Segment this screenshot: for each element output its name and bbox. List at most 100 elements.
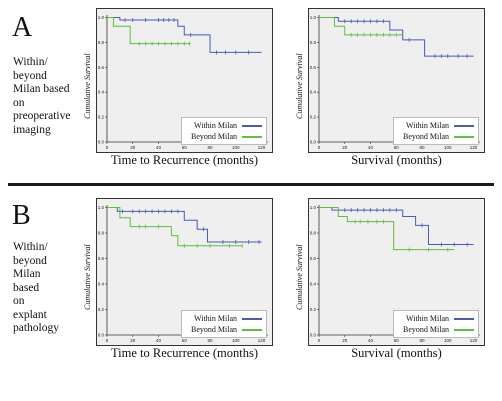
- survival-curve-beyond: [319, 16, 403, 36]
- legend-item: Beyond Milan: [398, 324, 474, 335]
- x-tick-label: 120: [470, 145, 478, 150]
- legend: Within Milan Beyond Milan: [181, 117, 267, 145]
- x-tick-label: 0: [318, 145, 321, 150]
- y-tick-label: 0.4: [310, 90, 317, 95]
- legend-swatch: [242, 317, 262, 320]
- x-tick-label: 60: [182, 338, 188, 343]
- y-tick-label: 1.0: [310, 205, 317, 210]
- y-tick-label: 0.8: [98, 231, 105, 236]
- x-tick-label: 40: [156, 145, 162, 150]
- y-tick-label: 0.0: [98, 333, 105, 338]
- x-axis-label: Time to Recurrence (months): [110, 346, 259, 360]
- row-divider: [8, 183, 494, 186]
- y-tick-label: 0.8: [310, 40, 317, 45]
- legend-label: Within Milan: [405, 121, 449, 130]
- y-tick-label: 0.6: [310, 256, 317, 261]
- y-axis-label: Cumulative Survival: [295, 244, 304, 310]
- x-tick-label: 40: [156, 338, 162, 343]
- y-tick-label: 0.8: [98, 40, 105, 45]
- legend-item: Within Milan: [186, 120, 262, 131]
- x-tick-label: 120: [258, 145, 266, 150]
- x-tick-label: 100: [444, 145, 452, 150]
- x-tick-label: 0: [106, 338, 109, 343]
- x-tick-label: 80: [208, 145, 214, 150]
- y-tick-label: 0.4: [310, 282, 317, 287]
- x-tick-label: 100: [232, 338, 240, 343]
- x-tick-label: 80: [420, 145, 426, 150]
- survival-curve-beyond: [107, 16, 191, 45]
- x-tick-label: 40: [368, 145, 374, 150]
- y-tick-label: 0.6: [310, 65, 317, 70]
- y-axis-label: Cumulative Survival: [83, 52, 92, 119]
- x-tick-label: 60: [394, 338, 400, 343]
- legend-swatch: [454, 124, 474, 127]
- y-tick-label: 1.0: [98, 205, 105, 210]
- y-tick-label: 0.2: [98, 115, 105, 120]
- y-tick-label: 0.2: [98, 307, 105, 312]
- y-tick-label: 0.0: [310, 140, 317, 145]
- y-tick-label: 1.0: [310, 15, 317, 20]
- legend-label: Within Milan: [405, 314, 449, 323]
- x-tick-label: 0: [106, 145, 109, 150]
- panel-b-letter: B: [12, 200, 31, 231]
- x-tick-label: 20: [342, 338, 348, 343]
- y-axis-label: Cumulative Survival: [83, 244, 92, 310]
- legend-swatch: [242, 135, 262, 138]
- survival-curve-beyond: [319, 207, 455, 251]
- row-a-label: Within/ beyond Milan based on preoperati…: [13, 56, 71, 136]
- legend: Within Milan Beyond Milan: [181, 310, 267, 338]
- legend-label: Within Milan: [193, 121, 237, 130]
- row-b-label: Within/ beyond Milan based on explant pa…: [13, 241, 59, 334]
- legend-swatch: [242, 124, 262, 127]
- survival-curve-within: [319, 16, 474, 57]
- x-tick-label: 20: [130, 145, 136, 150]
- y-tick-label: 0.8: [310, 231, 317, 236]
- legend: Within Milan Beyond Milan: [393, 310, 479, 338]
- x-tick-label: 120: [258, 338, 266, 343]
- survival-curve-within: [319, 207, 474, 246]
- y-tick-label: 0.0: [98, 140, 105, 145]
- x-axis-label: Survival (months): [351, 346, 442, 360]
- y-tick-label: 0.6: [98, 65, 105, 70]
- x-tick-label: 80: [420, 338, 426, 343]
- survival-curve-within: [107, 207, 262, 243]
- legend-swatch: [242, 328, 262, 331]
- legend-swatch: [454, 317, 474, 320]
- x-tick-label: 120: [470, 338, 478, 343]
- legend-swatch: [454, 135, 474, 138]
- y-tick-label: 0.4: [98, 90, 105, 95]
- x-tick-label: 60: [182, 145, 188, 150]
- legend-item: Within Milan: [398, 120, 474, 131]
- x-tick-label: 100: [444, 338, 452, 343]
- legend-label: Within Milan: [193, 314, 237, 323]
- legend-swatch: [454, 328, 474, 331]
- x-tick-label: 20: [130, 338, 136, 343]
- x-tick-label: 60: [394, 145, 400, 150]
- legend-label: Beyond Milan: [403, 132, 449, 141]
- y-tick-label: 0.4: [98, 282, 105, 287]
- legend-item: Within Milan: [186, 313, 262, 324]
- x-tick-label: 0: [318, 338, 321, 343]
- chart-svg: 0.0 0.2 0.4 0.6 0.8 1.0 0 20 40 60 80 100 120: [310, 15, 480, 150]
- survival-curve-beyond: [107, 207, 243, 247]
- y-axis-label: Cumulative Survival: [295, 52, 304, 119]
- x-axis-label: Time to Recurrence (months): [110, 153, 259, 167]
- legend-label: Beyond Milan: [191, 325, 237, 334]
- legend-item: Within Milan: [398, 313, 474, 324]
- y-tick-label: 1.0: [98, 15, 105, 20]
- panel-a-letter: A: [12, 12, 33, 43]
- legend-item: Beyond Milan: [186, 131, 262, 142]
- y-tick-label: 0.0: [310, 333, 317, 338]
- y-tick-label: 0.2: [310, 307, 317, 312]
- legend-item: Beyond Milan: [186, 324, 262, 335]
- legend-label: Beyond Milan: [191, 132, 237, 141]
- y-tick-label: 0.6: [98, 256, 105, 261]
- legend-item: Beyond Milan: [398, 131, 474, 142]
- x-axis-label: Survival (months): [351, 153, 442, 167]
- y-tick-label: 0.2: [310, 115, 317, 120]
- chart-svg: 0.0 0.2 0.4 0.6 0.8 1.0 0 20 40 60 80 100 120: [98, 205, 268, 343]
- x-tick-label: 40: [368, 338, 374, 343]
- x-tick-label: 20: [342, 145, 348, 150]
- x-tick-label: 100: [232, 145, 240, 150]
- x-tick-label: 80: [208, 338, 214, 343]
